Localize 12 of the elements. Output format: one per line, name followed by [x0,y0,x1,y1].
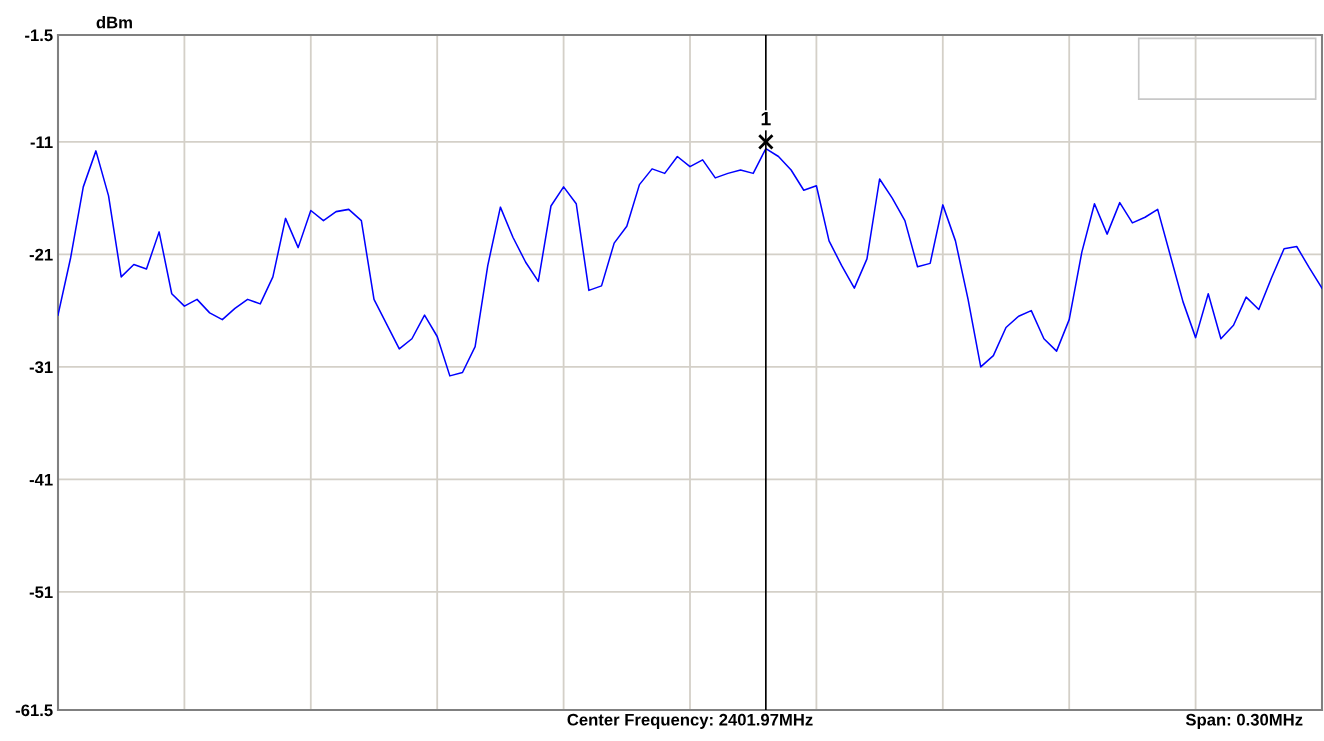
text: Span: 0.30MHz [1185,713,1303,729]
y-tick-label: -11 [30,136,53,148]
line-series [58,147,1322,377]
text: Center Frequency: 2401.97MHz [567,713,813,729]
y-tick-label: -51 [29,586,53,599]
y-tick-label: -31 [29,361,53,374]
y-tick-label: -21 [29,248,53,261]
y-tick-label: -1.5 [25,29,53,42]
y-axis-title: dBm [96,16,132,29]
annotation: 1 [761,111,771,126]
y-tick-label: -61.5 [15,704,53,717]
y-tick-label: -41 [29,473,53,486]
